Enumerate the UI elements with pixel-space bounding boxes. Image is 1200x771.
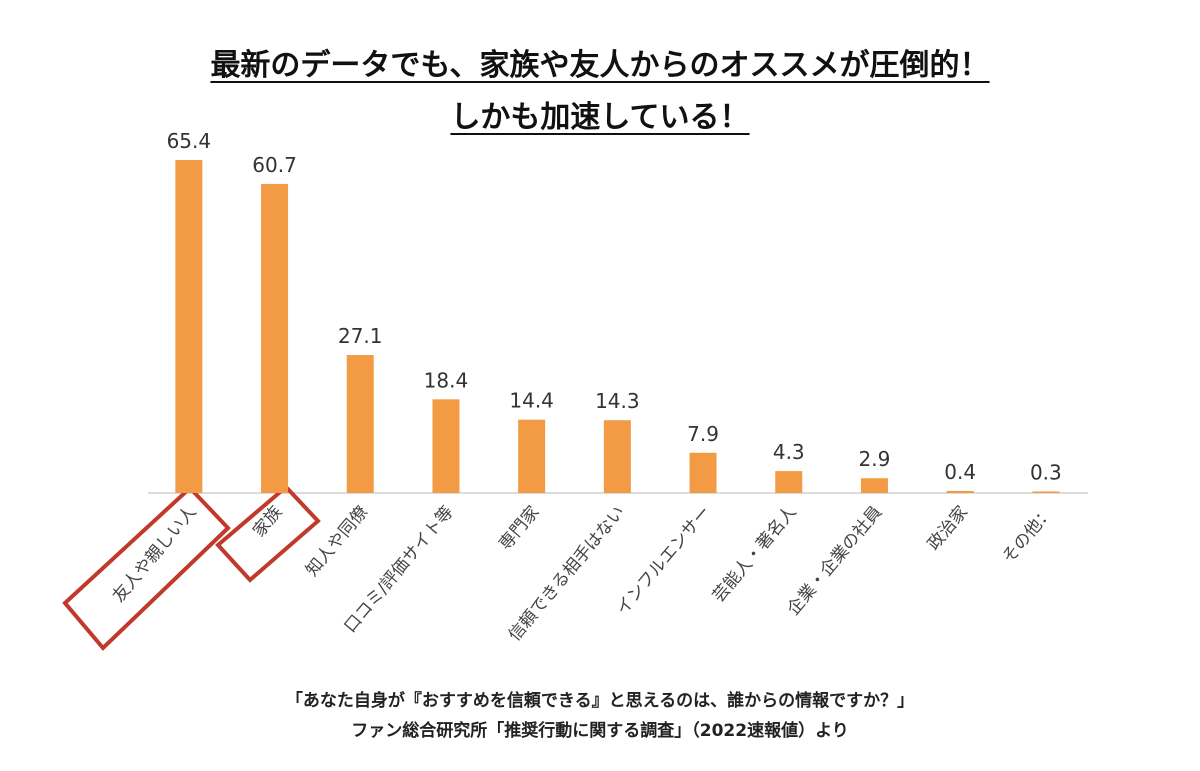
title-line-2: しかも加速している！	[0, 92, 1200, 136]
bar	[689, 452, 717, 493]
x-tick-label: その他：	[999, 502, 1058, 567]
title-line-1: 最新のデータでも、家族や友人からのオススメが圧倒的！	[0, 40, 1200, 84]
value-label: 4.3	[773, 440, 805, 464]
title-text: しかも加速している！	[450, 100, 750, 135]
bar	[860, 478, 888, 493]
note: ファン総合研究所「推奨行動に関する調査」（2022速報値）より	[351, 721, 849, 741]
bar	[261, 183, 289, 493]
bar	[775, 471, 803, 493]
value-label: 14.3	[595, 389, 640, 413]
bar	[946, 490, 974, 493]
x-tick-label: 芸能人・著名人	[709, 502, 801, 606]
bar	[432, 399, 460, 493]
value-label: 60.7	[252, 153, 297, 177]
note: 「あなた自身が『おすすめを信頼できる』と思えるのは、誰からの情報ですか？」	[285, 691, 915, 711]
highlight-box	[62, 485, 231, 651]
title-text: 最新のデータでも、家族や友人からのオススメが圧倒的！	[210, 48, 990, 83]
bar	[603, 420, 631, 493]
bar	[346, 355, 374, 493]
x-tick-label: 家族	[249, 502, 286, 541]
value-label: 27.1	[338, 324, 383, 348]
value-label: 14.4	[509, 389, 554, 413]
value-label: 0.4	[944, 460, 976, 484]
highlight-box	[215, 484, 321, 583]
x-tick-label: 専門家	[495, 502, 543, 554]
value-label: 7.9	[687, 422, 719, 446]
bar	[175, 160, 203, 493]
x-tick-label: 企業・企業の社員	[784, 502, 887, 619]
x-tick-label: 政治家	[924, 502, 972, 554]
value-label: 0.3	[1030, 460, 1062, 484]
bar	[1032, 491, 1060, 493]
value-label: 2.9	[859, 447, 891, 471]
x-tick-label: インフルエンサー	[612, 502, 714, 619]
value-label: 18.4	[424, 368, 469, 392]
bar	[518, 419, 546, 493]
value-label: 65.4	[167, 129, 212, 153]
